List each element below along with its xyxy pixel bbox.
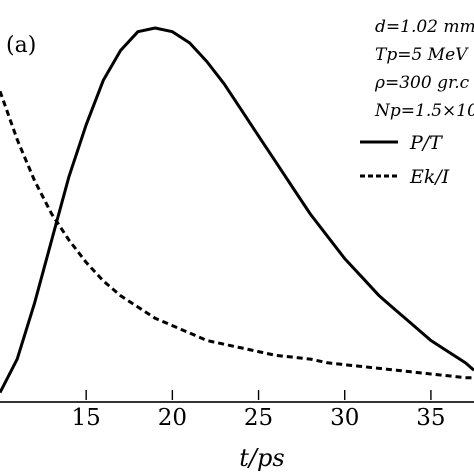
x-tick-label: 30 xyxy=(330,405,359,431)
param-np: Np=1.5×10 xyxy=(374,101,474,121)
x-tick-label: 15 xyxy=(72,405,101,431)
param-d: d=1.02 mm xyxy=(375,17,474,37)
series-layer xyxy=(0,26,474,394)
plot-frame xyxy=(0,401,474,403)
x-tick-label: 20 xyxy=(158,405,187,431)
legend-label-dashed: Ek/I xyxy=(409,166,450,188)
param-tp: Tp=5 MeV xyxy=(375,45,469,65)
parameter-block: d=1.02 mm Tp=5 MeV ρ=300 gr.c Np=1.5×10 xyxy=(374,17,474,121)
param-rho: ρ=300 gr.c xyxy=(374,73,470,93)
legend-label-solid: P/T xyxy=(409,132,443,154)
x-tick-label: 35 xyxy=(416,405,445,431)
x-tick-label: 25 xyxy=(244,405,273,431)
series-line-solid xyxy=(0,26,474,394)
legend: P/T Ek/I xyxy=(360,132,450,188)
series-line-dashed xyxy=(0,90,474,380)
x-axis-label: t/ps xyxy=(239,444,284,472)
panel-label: (a) xyxy=(6,33,36,58)
x-ticks: 15 20 25 30 35 xyxy=(72,390,446,431)
